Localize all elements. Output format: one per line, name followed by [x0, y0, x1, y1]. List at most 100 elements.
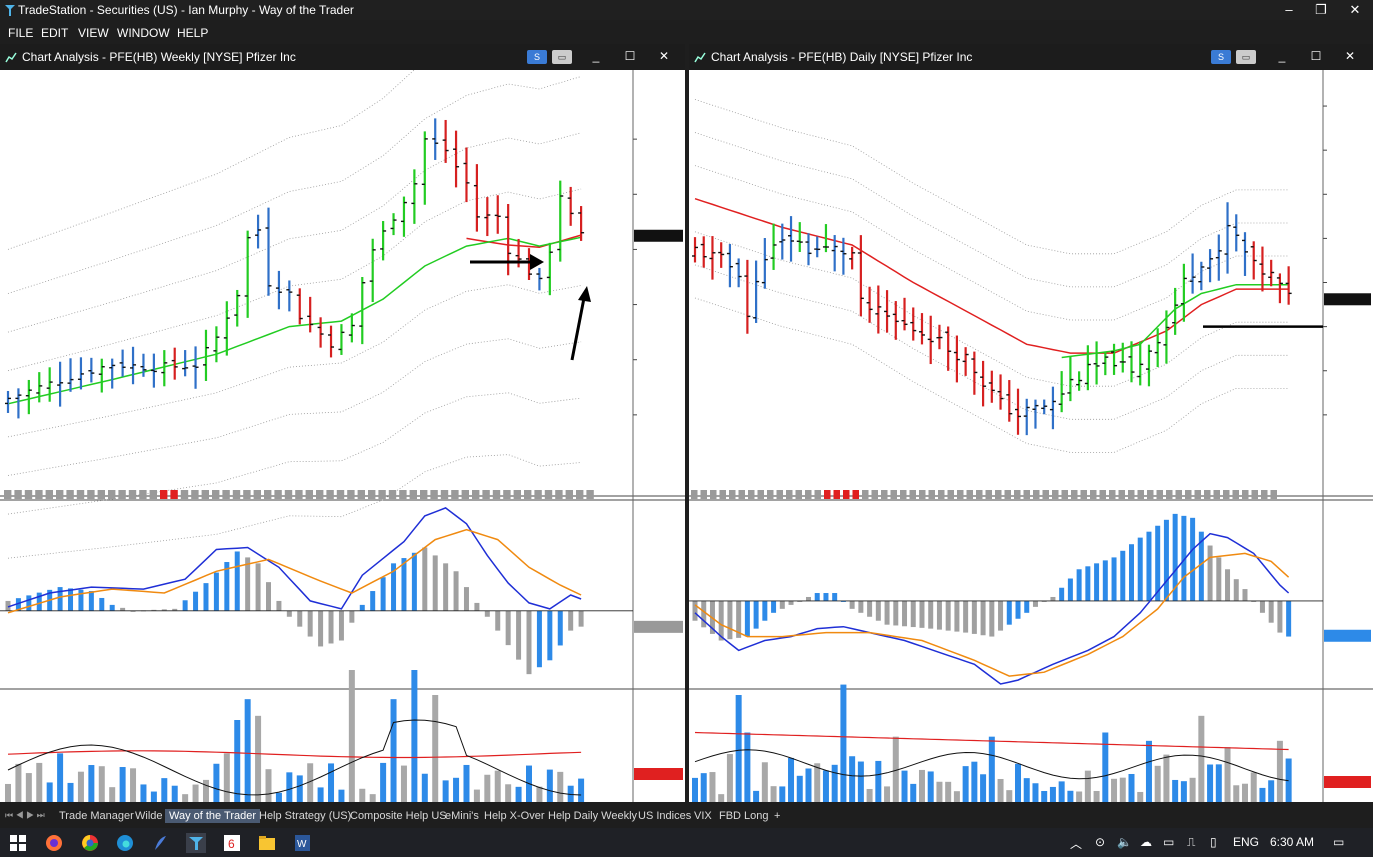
tray-network-icon[interactable]: ▭	[1163, 835, 1175, 849]
tradestation-taskbar-icon[interactable]	[186, 833, 206, 853]
volume-bar	[1076, 791, 1083, 802]
indicator-strip-cell	[295, 490, 303, 499]
sheet-scroll-arrows-icon[interactable]: ⏮ ◀ ▶ ⏭	[5, 810, 45, 820]
tray-volume-icon[interactable]: 🔈	[1117, 835, 1132, 849]
volume-bar	[317, 787, 324, 802]
sheet-tab-help-daily-weekly[interactable]: Help Daily Weekly	[548, 810, 638, 822]
macd-histogram-bar	[1076, 569, 1082, 601]
volume-bar	[494, 770, 501, 802]
macd-histogram-bar	[902, 600, 908, 627]
minimize-icon[interactable]: _	[1278, 49, 1286, 63]
macd-histogram-bar	[701, 600, 707, 628]
chart-background	[689, 70, 1373, 802]
sheet-tab-fbd-long[interactable]: FBD Long	[719, 810, 769, 822]
maximize-icon[interactable]: ☐	[624, 49, 636, 63]
volume-bar	[88, 765, 95, 802]
notifications-icon[interactable]: ▭	[1333, 835, 1345, 849]
weekly-chart-area[interactable]	[0, 70, 685, 802]
app-close-button[interactable]: ✕	[1349, 2, 1361, 17]
minimize-icon[interactable]: _	[592, 49, 600, 63]
volume-bar	[369, 794, 376, 802]
chart-window-title: Chart Analysis - PFE(HB) Daily [NYSE] Pf…	[711, 50, 973, 64]
close-icon[interactable]: ✕	[658, 49, 670, 63]
sheet-tab-help-x-over[interactable]: Help X-Over	[484, 810, 545, 822]
windows-start-icon[interactable]	[8, 833, 28, 853]
macd-histogram-bar	[980, 600, 986, 636]
macd-histogram-bar	[338, 610, 344, 641]
indicator-strip-cell	[201, 490, 209, 499]
macd-histogram-bar	[971, 600, 977, 634]
maximize-icon[interactable]: ☐	[1310, 49, 1322, 63]
indicator-strip-cell	[316, 490, 324, 499]
macd-histogram-bar	[1277, 600, 1283, 633]
indicator-strip-cell	[576, 490, 584, 499]
macd-histogram-bar	[78, 589, 84, 611]
indicator-strip-cell	[1099, 490, 1106, 499]
tray-battery-icon[interactable]: ▯	[1210, 835, 1217, 849]
indicator-strip-cell	[700, 490, 707, 499]
macd-histogram-bar	[422, 547, 428, 611]
sheet-tab-composite-help[interactable]: Composite Help US	[350, 810, 447, 822]
sheet-tab-us-indices[interactable]: US Indices	[638, 810, 692, 822]
indicator-strip-cell	[805, 490, 812, 499]
macd-histogram-bar	[203, 583, 209, 611]
window-link-button[interactable]: ▭	[552, 50, 572, 64]
menu-edit[interactable]: EDIT	[41, 26, 69, 40]
volume-bar	[866, 788, 873, 802]
sheet-tab-way-of-the-trader[interactable]: Way of the Trader	[165, 809, 261, 823]
volume-bar	[788, 757, 795, 802]
indicator-strip-cell	[1185, 490, 1192, 499]
tray-vpn-icon[interactable]: ⊙	[1095, 835, 1106, 849]
volume-bar	[307, 763, 314, 802]
indicator-strip-cell	[243, 490, 251, 499]
tray-usb-icon[interactable]: ⎍	[1187, 835, 1196, 849]
firefox-icon[interactable]	[44, 833, 64, 853]
sheet-tab-help-strategy[interactable]: Help Strategy (US)	[259, 810, 352, 822]
indicator-strip-cell	[757, 490, 764, 499]
app-minimize-button[interactable]: –	[1285, 2, 1293, 17]
macd-signal-line	[694, 552, 1290, 677]
volume-bar	[359, 788, 366, 802]
indicator-strip-cell	[1109, 490, 1116, 499]
word-icon[interactable]: W	[292, 833, 312, 853]
volume-bar	[945, 781, 952, 802]
close-icon[interactable]: ✕	[1344, 49, 1356, 63]
macd-histogram-bar	[1172, 513, 1178, 601]
window-link-button[interactable]: ▭	[1236, 50, 1256, 64]
volume-bar	[536, 786, 543, 802]
app-restore-button[interactable]: ❐	[1315, 2, 1327, 17]
add-sheet-button[interactable]: +	[774, 810, 781, 822]
macd-histogram-bar	[1286, 600, 1292, 637]
taskbar-clock[interactable]: 6:30 AM	[1270, 835, 1315, 849]
indicator-strip-cell	[180, 490, 189, 499]
indicator-strip-cell	[938, 490, 945, 499]
feather-app-icon[interactable]	[150, 833, 170, 853]
sheet-tab-wilde[interactable]: Wilde	[135, 810, 163, 822]
volume-bar	[700, 773, 707, 802]
chrome-icon[interactable]	[80, 833, 100, 853]
envelope-band	[7, 132, 582, 333]
sheet-tab-vix[interactable]: VIX	[694, 810, 712, 822]
symbol-link-button[interactable]: S	[1211, 50, 1231, 64]
tray-chevron-icon[interactable]: ︿	[1070, 837, 1083, 851]
macd-histogram-bar	[849, 600, 855, 609]
menu-view[interactable]: VIEW	[78, 26, 109, 40]
volume-bar	[918, 769, 925, 802]
tray-onedrive-icon[interactable]: ☁	[1140, 835, 1152, 849]
menu-help[interactable]: HELP	[177, 26, 209, 40]
sheet-tab-emini[interactable]: eMini's	[445, 810, 479, 822]
language-indicator[interactable]: ENG	[1233, 835, 1260, 849]
daily-chart-area[interactable]	[689, 70, 1373, 802]
edge-icon[interactable]	[115, 833, 135, 853]
symbol-link-button[interactable]: S	[527, 50, 547, 64]
macd-signal-line	[7, 528, 582, 614]
macd-histogram-bar	[762, 600, 768, 621]
menu-window[interactable]: WINDOW	[117, 26, 170, 40]
file-explorer-icon[interactable]	[257, 833, 277, 853]
menu-file[interactable]: FILE	[8, 26, 34, 40]
app-6-icon[interactable]: 6	[222, 833, 242, 853]
indicator-strip-cell	[710, 490, 717, 499]
sheet-tab-trade-manager[interactable]: Trade Manager	[59, 810, 134, 822]
last-price-tag	[1324, 293, 1371, 306]
macd-histogram-bar	[328, 610, 334, 644]
